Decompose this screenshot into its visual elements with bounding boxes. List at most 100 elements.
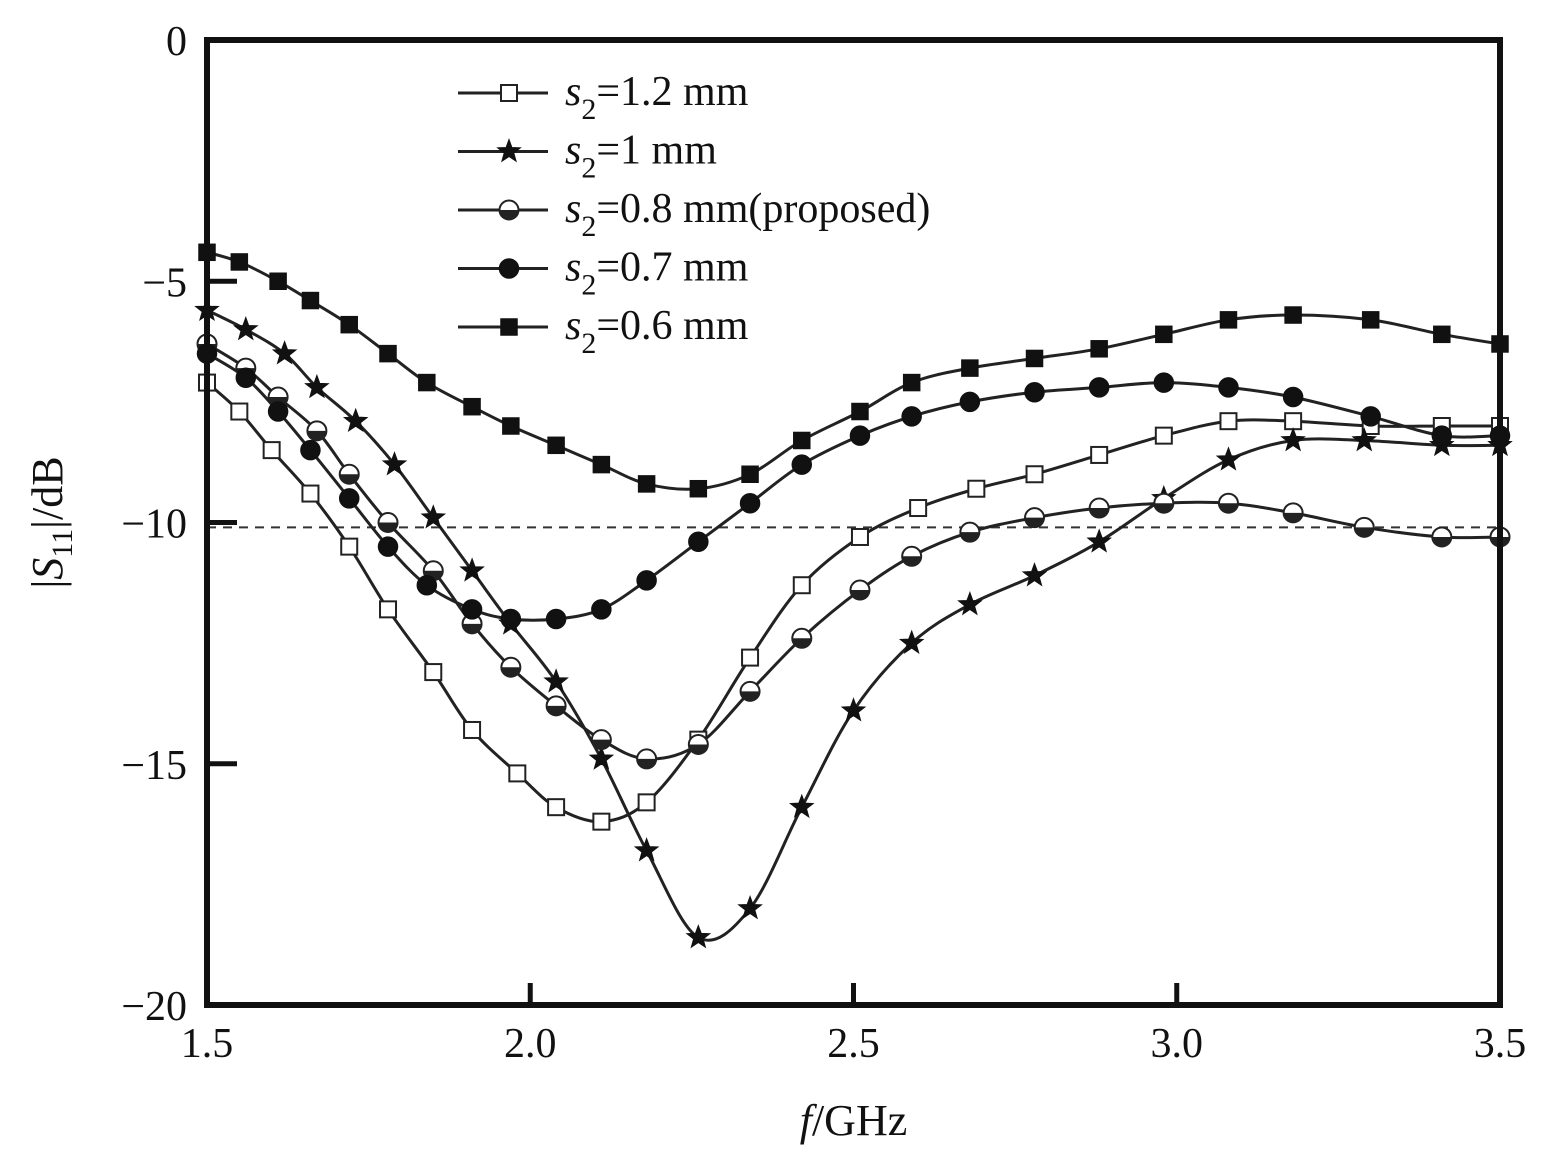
legend-marker — [498, 258, 520, 279]
series-4 — [198, 243, 1509, 498]
series-1 — [194, 296, 1513, 949]
data-point — [687, 733, 709, 755]
legend-label: s2=1 mm — [565, 128, 717, 185]
data-point — [342, 407, 369, 433]
y-tick-label: −5 — [142, 260, 187, 306]
data-point — [1280, 427, 1306, 452]
legend-marker — [496, 138, 522, 163]
data-point — [967, 479, 986, 498]
data-point — [547, 798, 566, 817]
legend-label: s2=0.6 mm — [565, 303, 749, 360]
data-point — [1088, 377, 1110, 398]
data-point — [1351, 427, 1377, 452]
data-point — [271, 340, 298, 365]
data-point — [1153, 492, 1175, 514]
legend-marker — [500, 318, 518, 336]
data-point — [418, 373, 436, 392]
data-point — [959, 521, 981, 543]
data-point — [1217, 492, 1239, 514]
data-point — [306, 420, 328, 442]
series-line-3 — [206, 352, 1501, 622]
data-point — [741, 465, 759, 483]
series-line-4 — [206, 250, 1501, 491]
data-point — [592, 812, 611, 831]
data-point — [381, 451, 408, 476]
data-point — [789, 793, 815, 819]
data-point — [850, 527, 869, 546]
data-point — [1431, 425, 1453, 446]
data-point — [463, 397, 481, 416]
data-point — [1284, 412, 1303, 431]
data-point — [377, 536, 399, 557]
data-point — [269, 272, 287, 290]
data-point — [340, 315, 358, 334]
data-point — [267, 401, 289, 422]
data-point — [235, 367, 257, 388]
data-point — [739, 492, 761, 514]
y-tick-label: −10 — [121, 502, 187, 548]
data-point — [1025, 465, 1044, 484]
plot-area — [194, 243, 1513, 949]
data-point — [1219, 311, 1238, 329]
x-tick-label: 2.0 — [504, 1021, 557, 1067]
data-point — [340, 537, 359, 556]
data-point — [685, 924, 712, 949]
data-point — [851, 402, 869, 421]
data-point — [961, 359, 979, 377]
data-point — [1282, 386, 1304, 408]
data-point — [1154, 426, 1173, 445]
data-point — [592, 455, 611, 474]
data-point — [1024, 507, 1046, 529]
y-tick-label: −20 — [121, 984, 187, 1030]
data-point — [741, 648, 760, 667]
data-point — [500, 608, 522, 630]
data-point — [1025, 349, 1044, 368]
data-point — [233, 316, 259, 341]
y-axis-title: |S11|/dB — [23, 456, 79, 588]
data-point — [840, 697, 867, 722]
x-tick-label: 1.5 — [181, 1021, 234, 1067]
legend-marker — [500, 84, 518, 102]
data-point — [637, 793, 656, 812]
data-point — [463, 720, 482, 739]
data-point — [957, 591, 983, 616]
plot-frame — [204, 37, 1503, 1008]
data-point — [424, 663, 443, 682]
legend-entry-4: s2=0.6 mm — [458, 303, 749, 360]
legend-label: s2=1.2 mm — [565, 69, 749, 126]
legend-marker — [498, 199, 520, 221]
data-point — [262, 441, 281, 460]
data-point — [689, 479, 708, 498]
data-point — [1353, 516, 1375, 538]
data-point — [791, 454, 813, 475]
data-point — [792, 576, 811, 595]
series-line-0 — [206, 381, 1500, 824]
data-point — [1155, 325, 1173, 344]
data-point — [791, 627, 813, 649]
legend-label: s2=0.7 mm — [565, 245, 749, 302]
data-point — [591, 599, 612, 620]
data-point — [636, 570, 657, 591]
data-point — [500, 656, 522, 678]
data-point — [379, 600, 398, 619]
data-point — [304, 373, 330, 399]
data-point — [793, 431, 811, 450]
axes: 1.5 2.0 2.5 3.0 3.5 0 −5 −10 −15 −20 f/GHz |S11|/dB — [23, 19, 1526, 1145]
data-point — [543, 668, 569, 693]
data-point — [1433, 325, 1451, 344]
y-tick-label: 0 — [166, 19, 187, 65]
x-tick-label: 2.5 — [827, 1021, 880, 1067]
data-point — [1218, 377, 1239, 398]
data-point — [379, 344, 397, 363]
data-point — [545, 695, 567, 717]
data-point — [1431, 526, 1453, 548]
data-point — [1021, 562, 1048, 587]
legend-entry-0: s2=1.2 mm — [458, 69, 749, 126]
data-point — [300, 439, 321, 461]
data-point — [338, 463, 360, 485]
legend-entry-1: s2=1 mm — [458, 128, 717, 185]
data-point — [636, 748, 658, 770]
x-tick-label: 3.5 — [1474, 1021, 1527, 1067]
